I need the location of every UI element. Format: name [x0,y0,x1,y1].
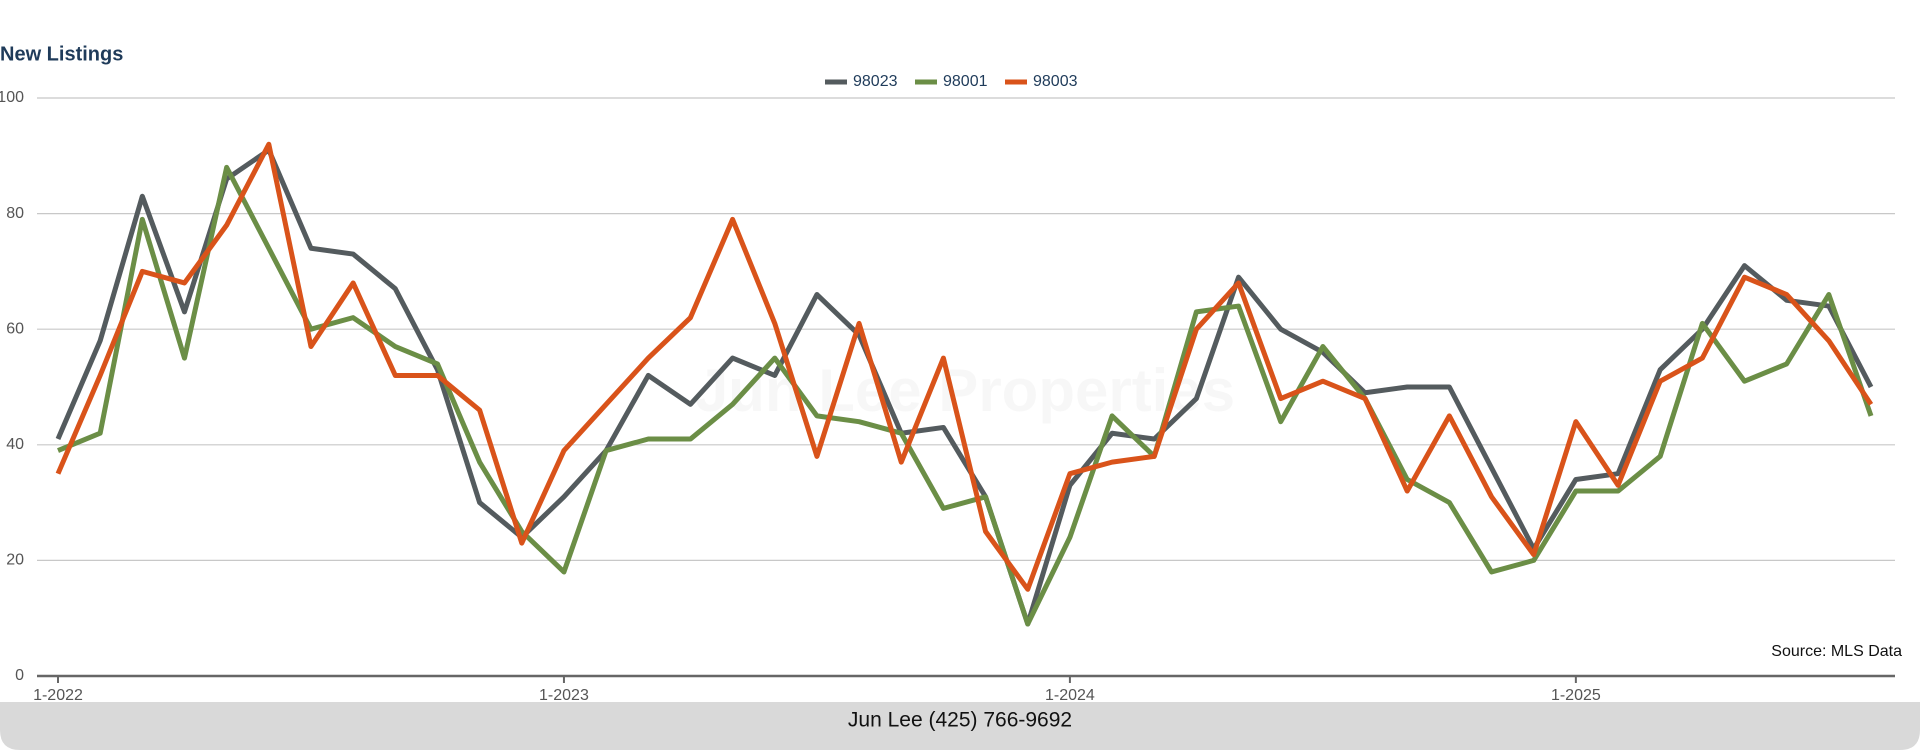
watermark: Jun Lee Properties [695,357,1235,424]
legend-label: 98003 [1033,73,1078,90]
x-tick-label: 1-2024 [1045,687,1095,704]
series-line [55,141,1874,592]
y-tick-label: 80 [6,205,24,222]
legend-label: 98023 [853,73,898,90]
footer-text: Jun Lee (425) 766-9692 [848,709,1072,732]
y-tick-label: 40 [6,436,24,453]
y-tick-label: 60 [6,320,24,337]
x-tick-label: 1-2025 [1551,687,1601,704]
x-tick-label: 1-2022 [33,687,83,704]
source: Source: MLS Data [1771,643,1902,660]
footer-band [0,702,1920,750]
y-tick-label: 20 [6,552,24,569]
chart-title: New Listings [0,43,123,65]
x-tick-label: 1-2023 [539,687,589,704]
y-tick-label: 0 [15,667,24,684]
legend-label: 98001 [943,73,988,90]
series-line [57,164,1874,627]
y-tick-label: 100 [0,89,24,106]
series-line [55,147,1874,627]
